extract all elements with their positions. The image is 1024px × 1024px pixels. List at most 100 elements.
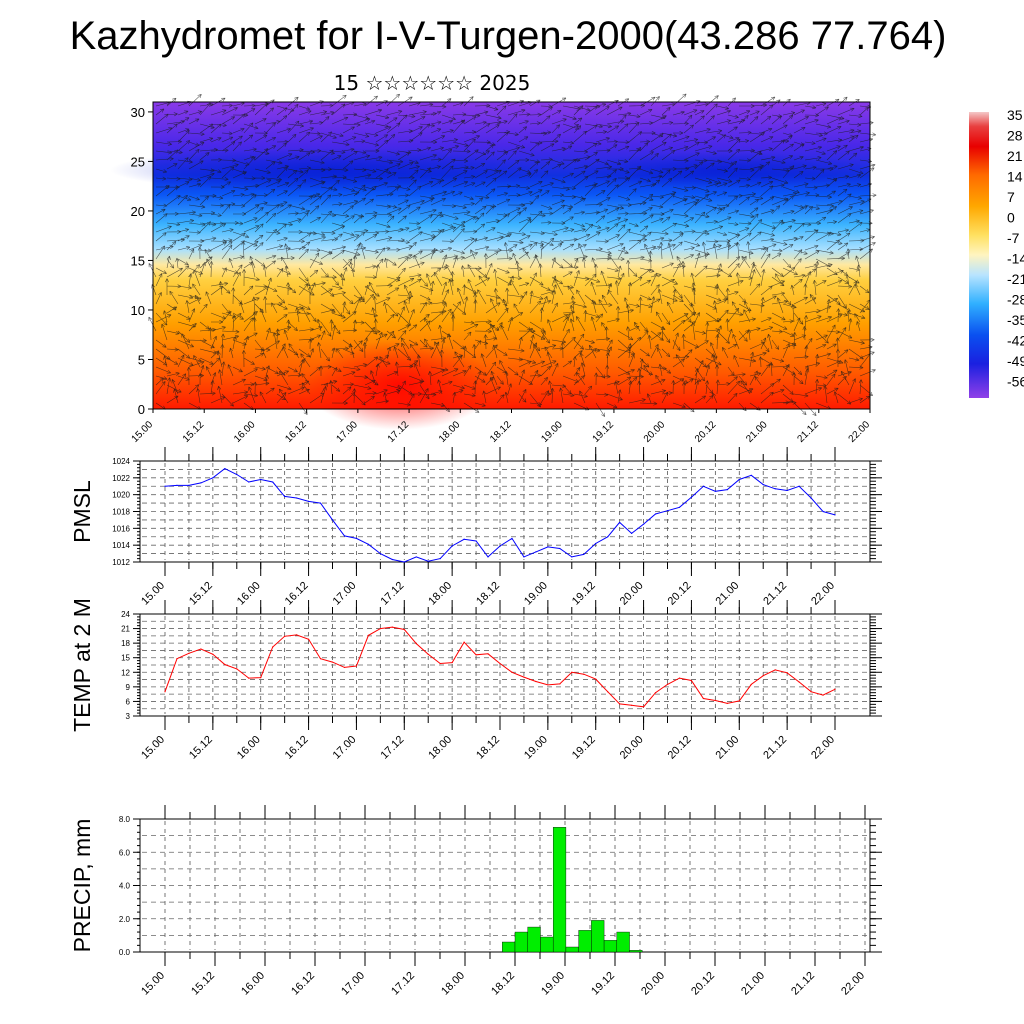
x-tick-label: 15.12: [187, 580, 215, 608]
temp-point: [319, 658, 322, 660]
legend-label: -21: [1007, 271, 1024, 287]
pmsl-point: [726, 489, 728, 491]
y-tick-label: 10: [131, 303, 145, 318]
y-tick-label: 1022: [112, 474, 130, 483]
temp-point: [738, 700, 740, 702]
x-tick-label: 17.12: [378, 580, 406, 608]
legend-label: 14: [1007, 169, 1023, 185]
legend-label: 35: [1007, 107, 1023, 123]
temp-point: [284, 635, 286, 637]
y-tick-label: 3: [126, 712, 131, 721]
pmsl-point: [547, 546, 549, 548]
temp-point: [702, 697, 704, 700]
precip-axis-label: PRECIP, mm: [69, 819, 95, 953]
pmsl-point: [379, 552, 381, 555]
pmsl-point: [463, 538, 465, 540]
pmsl-point: [451, 545, 453, 547]
pmsl-point: [343, 535, 346, 537]
precip-bar: [565, 946, 579, 953]
x-tick-label: 21.12: [795, 419, 821, 445]
temp-point: [774, 669, 776, 671]
temp-point: [631, 704, 633, 706]
x-tick-label: 21.12: [789, 970, 817, 998]
x-tick-label: 16.00: [235, 580, 263, 608]
pmsl-point: [762, 483, 764, 486]
temp-point: [690, 679, 693, 682]
x-tick-label: 21.00: [713, 734, 741, 762]
y-tick-label: 0.0: [119, 948, 131, 957]
temp-point: [272, 646, 274, 648]
x-tick-label: 18.00: [426, 734, 454, 762]
precip-bar: [616, 931, 630, 953]
temp-point: [367, 634, 369, 636]
x-tick-label: 18.00: [439, 970, 467, 998]
x-tick-label: 20.12: [693, 419, 719, 445]
pmsl-point: [391, 558, 393, 561]
pmsl-point: [810, 497, 812, 499]
y-tick-label: 30: [131, 105, 145, 120]
x-tick-label: 16.12: [283, 419, 309, 445]
pmsl-point: [798, 485, 800, 487]
x-tick-label: 20.00: [639, 970, 667, 998]
pmsl-point: [583, 553, 585, 556]
temp-point: [678, 677, 681, 679]
pmsl-point: [415, 556, 417, 558]
x-tick-label: 19.00: [522, 580, 550, 608]
legend-label: -7: [1007, 230, 1020, 246]
x-tick-label: 15.12: [181, 419, 207, 445]
pmsl-point: [499, 545, 501, 547]
pmsl-point: [487, 556, 489, 558]
pmsl-point: [619, 521, 621, 524]
precip-bar: [540, 936, 554, 953]
legend-label: -49: [1007, 353, 1024, 369]
pmsl-point: [212, 477, 214, 479]
x-tick-label: 19.12: [570, 734, 598, 762]
y-tick-label: 1018: [112, 508, 130, 517]
x-tick-label: 15.12: [187, 734, 215, 762]
color-legend: 35 28 21 14 7 0 -7 -14 -21 -28 -35 -42 -49 -56: [969, 107, 1024, 398]
y-tick-label: 1020: [112, 491, 130, 500]
temp-point: [499, 662, 501, 665]
wind-arrows: [148, 93, 877, 417]
temp-point: [547, 684, 549, 686]
y-tick-label: 8.0: [119, 815, 131, 824]
pmsl-point: [260, 478, 262, 481]
temp-point: [224, 663, 226, 666]
warm-core: [305, 340, 495, 430]
temp-point: [296, 634, 298, 636]
pmsl-point: [236, 473, 238, 476]
temp-point: [607, 691, 609, 693]
precip-bar: [629, 950, 643, 953]
temp-point: [714, 699, 716, 702]
y-tick-label: 1012: [112, 558, 130, 567]
y-tick-label: 20: [131, 204, 145, 219]
x-tick-label: 21.12: [761, 580, 789, 608]
legend-label: -35: [1007, 312, 1024, 328]
temp-panel: 3 6 9 12 15 18 21 24 15.00 15.12 16.00 16.12 17.00 17…: [69, 598, 882, 762]
pmsl-panel: 1012 1014 1016 1018 1020 1022 1024 15.00 15.12 16…: [69, 447, 882, 608]
temp-point: [762, 675, 764, 677]
y-tick-label: 25: [131, 154, 145, 169]
x-tick-label: 17.12: [389, 970, 417, 998]
x-tick-label: 19.00: [522, 734, 550, 762]
temp-point: [666, 683, 669, 686]
y-tick-label: 5: [138, 352, 145, 367]
temp-point: [810, 691, 812, 693]
pmsl-point: [607, 536, 609, 538]
temp-point: [750, 683, 752, 686]
pmsl-point: [678, 506, 681, 508]
x-tick-label: 16.12: [283, 734, 311, 762]
pmsl-point: [642, 523, 645, 525]
y-tick-label: 15: [131, 253, 145, 268]
x-tick-label: 22.00: [809, 734, 837, 762]
temp-point: [355, 665, 358, 667]
temp-point: [822, 694, 824, 696]
temp-point: [798, 681, 800, 683]
x-tick-label: 18.12: [474, 580, 502, 608]
pmsl-point: [511, 537, 513, 540]
y-tick-label: 1014: [112, 541, 130, 550]
x-tick-label: 18.00: [426, 580, 454, 608]
x-tick-label: 19.00: [539, 970, 567, 998]
pmsl-point: [738, 478, 740, 481]
